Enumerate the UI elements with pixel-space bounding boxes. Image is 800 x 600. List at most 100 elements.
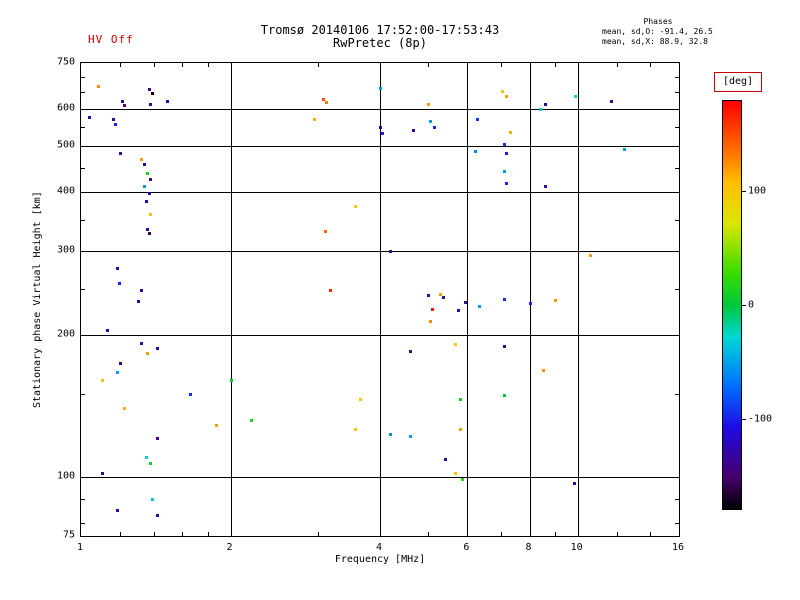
y-minor-tick bbox=[81, 126, 85, 128]
scatter-point bbox=[379, 87, 382, 91]
x-gridline bbox=[577, 63, 579, 536]
scatter-point bbox=[96, 85, 100, 89]
scatter-point bbox=[324, 230, 328, 234]
scatter-point bbox=[460, 477, 464, 481]
y-minor-tick bbox=[81, 219, 85, 221]
x-minor-tick bbox=[207, 63, 209, 67]
scatter-point bbox=[428, 319, 432, 323]
scatter-point bbox=[100, 379, 104, 383]
scatter-point bbox=[544, 102, 548, 106]
y-minor-tick bbox=[81, 77, 85, 79]
x-gridline bbox=[467, 63, 469, 536]
scatter-point bbox=[112, 118, 115, 122]
scatter-point bbox=[428, 120, 432, 124]
colorbar-tick-mark bbox=[742, 191, 746, 193]
scatter-point bbox=[502, 345, 506, 349]
scatter-point bbox=[453, 342, 457, 346]
x-tick-label: 4 bbox=[375, 542, 383, 553]
scatter-point bbox=[502, 393, 506, 397]
scatter-point bbox=[353, 204, 357, 208]
scatter-point bbox=[144, 200, 148, 204]
scatter-point bbox=[143, 185, 147, 189]
x-minor-tick bbox=[317, 63, 319, 67]
scatter-point bbox=[149, 462, 153, 465]
y-gridline bbox=[81, 108, 679, 110]
y-tick-label: 100 bbox=[56, 470, 75, 482]
y-tick-label: 500 bbox=[56, 139, 75, 151]
x-axis-label: Frequency [MHz] bbox=[334, 554, 426, 565]
y-minor-tick bbox=[81, 522, 85, 524]
scatter-point bbox=[505, 152, 509, 156]
colorbar-unit-box: [deg] bbox=[714, 72, 762, 92]
x-minor-tick bbox=[182, 532, 184, 536]
x-tick-label: 2 bbox=[226, 542, 233, 553]
x-tick-label: 6 bbox=[463, 542, 470, 553]
scatter-point bbox=[358, 398, 362, 402]
scatter-point bbox=[426, 102, 430, 106]
scatter-point bbox=[502, 170, 506, 174]
y-tick-label: 300 bbox=[56, 244, 75, 256]
x-tick-label: 1 bbox=[76, 542, 84, 553]
scatter-point bbox=[473, 150, 477, 154]
x-minor-tick bbox=[500, 532, 502, 536]
scatter-point bbox=[313, 118, 317, 122]
x-minor-tick bbox=[153, 63, 155, 67]
scatter-point bbox=[458, 398, 462, 402]
scatter-point bbox=[505, 182, 509, 186]
scatter-point bbox=[147, 231, 151, 235]
phases-mean-sd-x: mean, sd,X: 88.9, 32.8 bbox=[602, 37, 708, 46]
x-minor-tick bbox=[317, 532, 319, 536]
scatter-point bbox=[88, 115, 92, 119]
scatter-point bbox=[136, 299, 140, 303]
colorbar-tick-label: 100 bbox=[748, 185, 767, 197]
y-minor-tick bbox=[81, 498, 85, 500]
y-minor-tick bbox=[675, 393, 679, 395]
scatter-point bbox=[478, 304, 482, 308]
scatter-point bbox=[426, 294, 430, 298]
scatter-point bbox=[149, 178, 153, 182]
scatter-point bbox=[505, 95, 509, 99]
y-minor-tick bbox=[81, 288, 85, 290]
y-minor-tick bbox=[81, 92, 85, 94]
scatter-point bbox=[528, 302, 532, 306]
scatter-point bbox=[353, 428, 357, 432]
plot-subtitle: RwPretec (8p) bbox=[333, 36, 427, 50]
scatter-point bbox=[409, 435, 413, 439]
x-gridline bbox=[230, 63, 232, 536]
y-tick-label: 75 bbox=[62, 529, 75, 541]
y-minor-tick bbox=[675, 167, 679, 169]
y-gridline bbox=[81, 146, 679, 148]
y-minor-tick bbox=[675, 126, 679, 128]
scatter-point bbox=[456, 309, 460, 313]
scatter-point bbox=[328, 289, 332, 293]
y-tick-label: 200 bbox=[56, 328, 75, 340]
x-minor-tick bbox=[182, 63, 184, 67]
scatter-point bbox=[146, 172, 150, 176]
scatter-point bbox=[122, 103, 126, 107]
scatter-point bbox=[541, 369, 545, 373]
scatter-point bbox=[122, 406, 126, 410]
y-gridline bbox=[81, 476, 679, 478]
scatter-point bbox=[151, 497, 155, 501]
scatter-point bbox=[453, 471, 457, 475]
scatter-point bbox=[476, 117, 480, 121]
scatter-point bbox=[146, 228, 150, 232]
scatter-point bbox=[432, 126, 436, 130]
scatter-point bbox=[155, 514, 159, 518]
scatter-point bbox=[409, 349, 413, 353]
scatter-point bbox=[250, 418, 254, 422]
x-minor-tick bbox=[616, 532, 618, 536]
x-gridline bbox=[529, 63, 531, 536]
scatter-point bbox=[147, 192, 151, 196]
hv-status-label: HV Off bbox=[88, 33, 134, 46]
scatter-point bbox=[119, 362, 123, 366]
scatter-point bbox=[100, 471, 104, 475]
scatter-point bbox=[106, 329, 110, 333]
scatter-point bbox=[589, 254, 593, 258]
y-axis-label: Stationary phase Virtual Height [km] bbox=[32, 191, 43, 408]
scatter-point bbox=[139, 341, 143, 345]
y-gridline bbox=[81, 192, 679, 194]
scatter-point bbox=[189, 392, 193, 396]
y-tick-label: 600 bbox=[56, 102, 75, 114]
